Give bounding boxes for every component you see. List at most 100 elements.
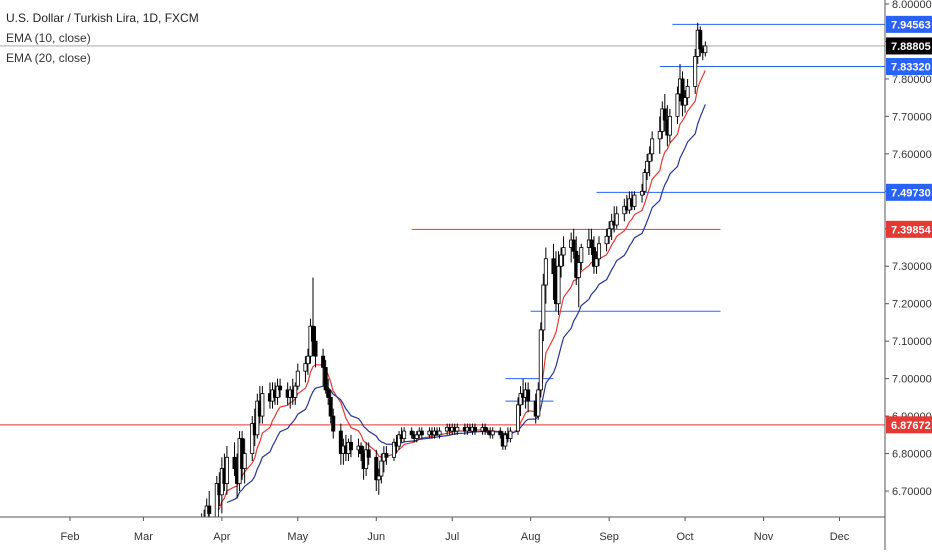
candle-body: [594, 258, 599, 267]
candle-jun-17: [414, 431, 419, 443]
candle-body: [591, 247, 596, 267]
candle-body: [703, 45, 708, 54]
candle-body: [680, 78, 685, 106]
candle-body: [310, 325, 315, 342]
price-label-box: [886, 15, 932, 33]
candle-body: [331, 415, 336, 432]
candle-body: [536, 389, 541, 417]
candle-body: [503, 434, 508, 447]
y-axis-background: [885, 0, 932, 550]
x-tick-label: May: [287, 531, 308, 543]
x-tick-label: Oct: [677, 531, 694, 543]
x-tick-label: Jul: [445, 531, 459, 543]
x-tick-label: Nov: [754, 531, 774, 543]
candle-body: [543, 258, 548, 286]
price-label-red-5: 6.87672: [886, 416, 932, 434]
y-tick-label: 6.70000: [892, 486, 932, 498]
candle-body: [675, 93, 680, 117]
horizontal-lines: [0, 23, 885, 426]
x-axis-background: [0, 517, 932, 550]
candle-body: [326, 389, 331, 398]
candle-body: [419, 430, 424, 436]
candle-body: [541, 284, 546, 331]
candle-aug-21: [579, 243, 584, 270]
candle-jul-31: [526, 382, 531, 413]
price-label-text: 7.39854: [891, 224, 932, 236]
price-label-red-4: 7.39854: [886, 220, 932, 238]
candles: [199, 22, 708, 555]
price-label-text: 7.49730: [891, 187, 931, 199]
candle-body: [338, 430, 343, 454]
candle-may-26: [359, 442, 364, 462]
candle-sep-23: [662, 93, 667, 132]
candle-aug-6: [541, 273, 546, 342]
candle-sep-4: [614, 206, 619, 229]
ema10-line: [216, 70, 706, 513]
candle-may-18: [338, 423, 343, 465]
candle-body: [667, 115, 672, 136]
candle-body: [255, 400, 260, 436]
candle-aug-10: [551, 243, 556, 300]
candle-body: [559, 254, 564, 267]
candle-body: [645, 160, 650, 173]
price-label-box: [886, 37, 932, 55]
candle-sep-21: [657, 116, 662, 154]
candle-mar-27: [207, 491, 212, 518]
candle-apr-30: [293, 382, 298, 405]
candle-sep-15: [642, 168, 647, 196]
price-labels: 7.94563 7.88805 7.83320 7.49730 7.39854 6.876…: [886, 15, 932, 434]
candle-body: [397, 434, 402, 447]
candle-jul-27: [516, 397, 521, 435]
candle-aug-20: [576, 255, 581, 308]
ema20-legend[interactable]: EMA (20, close): [6, 51, 91, 65]
candle-body: [321, 355, 326, 368]
candle-mar-30: [214, 476, 219, 521]
candle-body: [597, 243, 602, 260]
candle-may-5: [305, 348, 310, 375]
x-tick-label: Sep: [599, 531, 619, 543]
price-label-box: [886, 416, 932, 434]
candle-body: [313, 340, 318, 357]
candle-may-12: [323, 359, 328, 394]
candle-body: [207, 505, 212, 514]
candle-body: [516, 404, 521, 432]
candle-body: [632, 194, 637, 207]
price-label-box: [886, 220, 932, 238]
candle-apr-3: [224, 446, 229, 495]
candle-oct-1: [683, 90, 688, 113]
candle-aug-13: [559, 247, 564, 278]
candle-body: [305, 355, 310, 365]
candle-oct-2: [685, 78, 690, 106]
candle-aug-4: [536, 382, 541, 420]
candle-jun-19: [419, 427, 424, 439]
y-tick-label: 7.20000: [892, 299, 932, 311]
candle-body: [295, 370, 300, 387]
candle-oct-7: [698, 26, 703, 57]
candle-body: [414, 434, 419, 439]
ema10-legend[interactable]: EMA (10, close): [6, 31, 91, 45]
candle-sep-17: [647, 146, 652, 177]
price-label-text: 7.88805: [891, 41, 931, 53]
candle-body: [576, 262, 581, 278]
candle-aug-28: [597, 236, 602, 267]
candle-body: [561, 247, 566, 256]
candle-apr-17: [260, 386, 265, 424]
candle-jul-28: [518, 386, 523, 417]
candle-body: [683, 97, 688, 106]
candle-body: [409, 430, 414, 436]
candle-jul-22: [503, 431, 508, 450]
candle-jun-26: [437, 427, 442, 439]
candle-jun-5: [384, 446, 389, 465]
candle-body: [571, 239, 576, 252]
candle-sep-28: [675, 86, 680, 124]
candle-body: [498, 430, 503, 436]
candle-sep-1: [607, 221, 612, 244]
candle-body: [472, 426, 477, 432]
candle-jul-17: [490, 427, 495, 439]
candle-body: [642, 172, 647, 192]
candle-body: [250, 423, 255, 454]
candle-apr-23: [275, 378, 280, 405]
candle-body: [323, 366, 328, 391]
candle-body: [490, 430, 495, 436]
